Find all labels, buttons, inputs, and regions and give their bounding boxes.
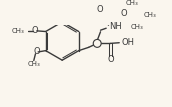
Text: CH₃: CH₃: [131, 24, 144, 30]
Circle shape: [93, 39, 101, 47]
Text: CH₃: CH₃: [12, 28, 25, 34]
Text: OH: OH: [122, 38, 135, 47]
Text: O: O: [33, 48, 40, 56]
Text: CH₃: CH₃: [27, 61, 40, 67]
Text: O: O: [120, 9, 127, 18]
Text: CH₃: CH₃: [144, 12, 157, 18]
Text: CH₃: CH₃: [126, 0, 138, 6]
Text: O: O: [32, 26, 38, 35]
Text: O: O: [107, 55, 114, 64]
Text: Abs: Abs: [93, 41, 102, 46]
Text: NH: NH: [109, 22, 122, 31]
Text: O: O: [96, 5, 103, 14]
